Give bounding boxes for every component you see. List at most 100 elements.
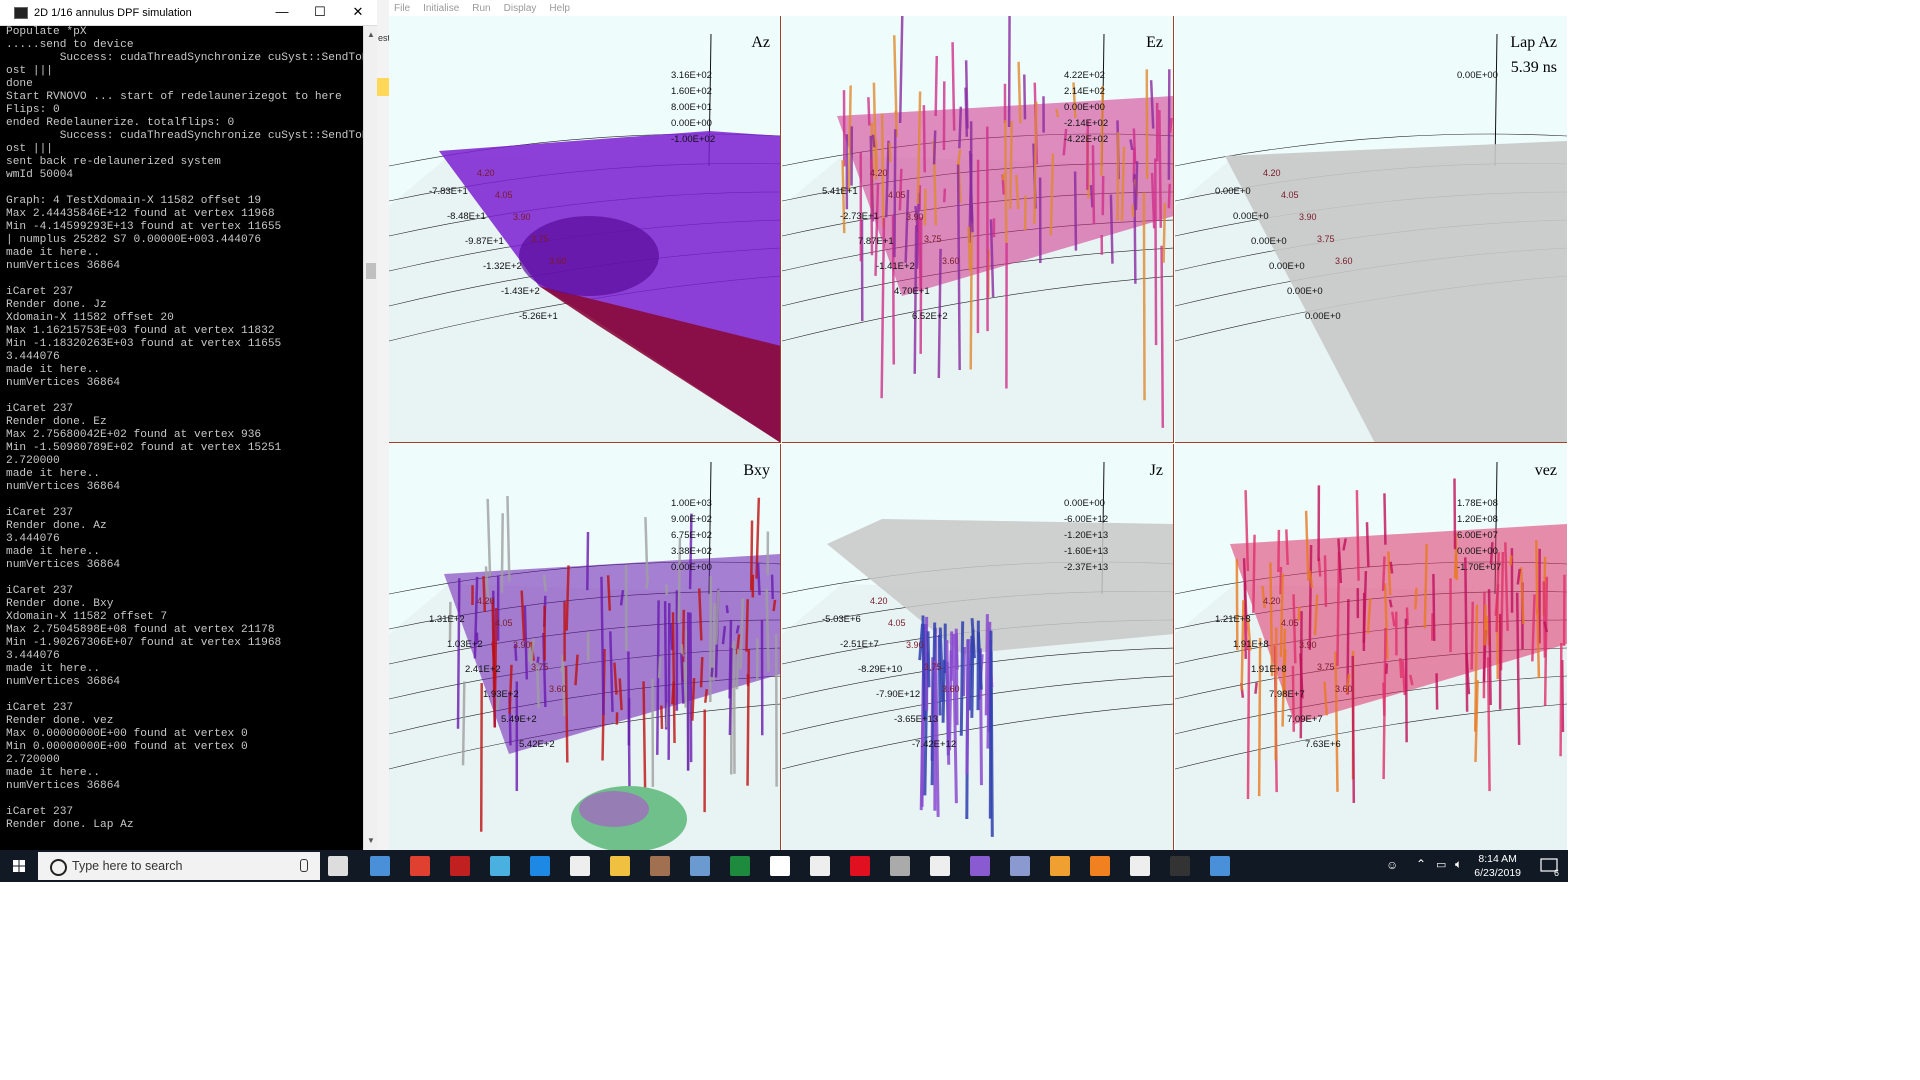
menu-run[interactable]: Run (472, 2, 491, 14)
app-icon[interactable] (1090, 856, 1110, 876)
background-window-edge[interactable]: est (377, 0, 390, 850)
file-explorer-pinned-icon[interactable] (370, 856, 390, 876)
surface-spike (1385, 663, 1389, 674)
close-button[interactable]: ✕ (352, 4, 364, 19)
store-icon[interactable] (810, 856, 830, 876)
y-tick-label: 1.91E+8 (1233, 639, 1269, 650)
surface-spike (1323, 555, 1328, 607)
y-tick-label: 5.42E+2 (519, 739, 555, 750)
plot-panel-bxy[interactable]: 4.20 4.05 3.90 3.75 3.60 1.31E+2 1.03E+2 2.41E+… (389, 444, 781, 871)
console-line (6, 689, 363, 702)
plot-panel-az[interactable]: 4.20 4.05 3.90 3.75 3.60 -7.83E+1 -8.48E+1 -9.8… (389, 16, 781, 443)
opera-icon[interactable] (850, 856, 870, 876)
panel-title: Bxy (743, 462, 770, 479)
surface-spike (1261, 585, 1266, 609)
x-tick-label: 4.05 (1281, 618, 1299, 628)
mail-icon[interactable] (570, 856, 590, 876)
plot-panel-lapaz[interactable]: 4.20 4.05 3.90 3.75 3.60 0.00E+0 0.00E+0 0.00E+… (1175, 16, 1567, 443)
console-output[interactable]: Populate *pX .....send to device Success:… (0, 26, 363, 850)
surface-spike (914, 205, 920, 233)
app-icon[interactable] (930, 856, 950, 876)
surface-spike (1291, 665, 1295, 732)
surface-spike (1072, 82, 1077, 118)
console-line: Render done. vez (6, 715, 114, 727)
menu-display[interactable]: Display (503, 2, 537, 14)
clapper-icon[interactable] (1130, 856, 1150, 876)
x-tick-label: 3.60 (549, 684, 567, 694)
action-center-icon[interactable]: 6 (1539, 856, 1559, 878)
surface-spike (954, 633, 959, 726)
scroll-thumb[interactable] (366, 263, 376, 279)
surface-spike (1504, 542, 1509, 631)
scroll-down-arrow-icon[interactable]: ▼ (367, 836, 375, 845)
plot-panel-vez[interactable]: 4.20 4.05 3.90 3.75 3.60 1.21E+8 1.91E+8 1.91E+… (1175, 444, 1567, 871)
surface-spike (1279, 573, 1284, 657)
app-icon[interactable] (1050, 856, 1070, 876)
surface-sheet (827, 519, 1173, 654)
surface-spike (956, 164, 961, 371)
surface-spike (1299, 653, 1304, 699)
surface-spike (1308, 570, 1314, 589)
microphone-icon[interactable] (300, 859, 308, 872)
visual-studio-icon[interactable] (970, 856, 990, 876)
search-box[interactable]: Type here to search (38, 852, 320, 880)
surface-spike (892, 35, 898, 117)
menu-initialise[interactable]: Initialise (423, 2, 460, 14)
document-icon[interactable] (770, 856, 790, 876)
edge-icon[interactable] (530, 856, 550, 876)
menu-help[interactable]: Help (549, 2, 570, 14)
surface-spike (951, 42, 956, 131)
maximize-button[interactable]: ☐ (314, 4, 326, 19)
surface-spike (523, 605, 529, 680)
x-tick-label: 4.05 (495, 190, 513, 200)
app-window-icon[interactable] (1210, 856, 1230, 876)
surface-spike (1473, 604, 1479, 732)
surface-spike (926, 631, 931, 688)
surface-spike (618, 678, 623, 711)
app-icon[interactable] (450, 856, 470, 876)
surface-spike (689, 612, 693, 763)
excel-icon[interactable] (730, 856, 750, 876)
surface-spike (937, 248, 942, 378)
console-icon[interactable] (1170, 856, 1190, 876)
surface-background (782, 584, 1173, 871)
app-icon[interactable] (490, 856, 510, 876)
console-scrollbar[interactable]: ▲ ▼ (363, 26, 378, 850)
taskbar: Type here to search ☺ ⌃ ▭ 🔈︎ 8:14 AM 6/2… (0, 850, 1568, 882)
app-icon[interactable] (690, 856, 710, 876)
surface-spike (715, 589, 720, 645)
surface-spike (934, 55, 939, 117)
z-tick-label: -2.14E+02 (1064, 118, 1108, 129)
folder-icon[interactable] (610, 856, 630, 876)
scroll-up-arrow-icon[interactable]: ▲ (367, 30, 375, 39)
surface-spike (1160, 245, 1165, 428)
surface-spike (1383, 583, 1389, 660)
start-button[interactable] (0, 850, 38, 882)
surface-spike (958, 106, 963, 149)
app-icon[interactable] (890, 856, 910, 876)
console-line: wmId 50004 (6, 169, 74, 181)
system-clock[interactable]: 8:14 AM 6/23/2019 (1474, 852, 1521, 880)
console-titlebar[interactable]: 2D 1/16 annulus DPF simulation — ☐ ✕ (0, 0, 377, 26)
app-icon[interactable] (1010, 856, 1030, 876)
plot-panel-jz[interactable]: 4.20 4.05 3.90 3.75 3.60 -5.03E+6 -2.51E+7 -8.2… (782, 444, 1174, 871)
app-icon[interactable] (650, 856, 670, 876)
surface-spike (606, 575, 612, 611)
surface-spike (1351, 655, 1356, 804)
minimize-button[interactable]: — (275, 4, 289, 19)
z-tick-label: -6.00E+12 (1064, 514, 1108, 525)
task-view-icon[interactable] (328, 856, 348, 876)
plot-panel-ez[interactable]: 4.20 4.05 3.90 3.75 3.60 5.41E+1 -2.73E+1 7.87E… (782, 16, 1174, 443)
surface-spike (1297, 606, 1301, 621)
menu-file[interactable]: File (394, 2, 411, 14)
x-tick-label: 3.75 (1317, 662, 1335, 672)
console-line: numVertices 36864 (6, 559, 121, 571)
surface-spike (874, 182, 880, 276)
surface-spike (933, 627, 940, 817)
surface-spike (1254, 682, 1258, 694)
y-tick-label: 0.00E+0 (1215, 186, 1251, 197)
surface-spike (1134, 161, 1139, 211)
surface-spike (1464, 557, 1469, 712)
app-icon[interactable] (410, 856, 430, 876)
console-line: Min -4.14599293E+13 found at vertex 1165… (6, 221, 282, 233)
